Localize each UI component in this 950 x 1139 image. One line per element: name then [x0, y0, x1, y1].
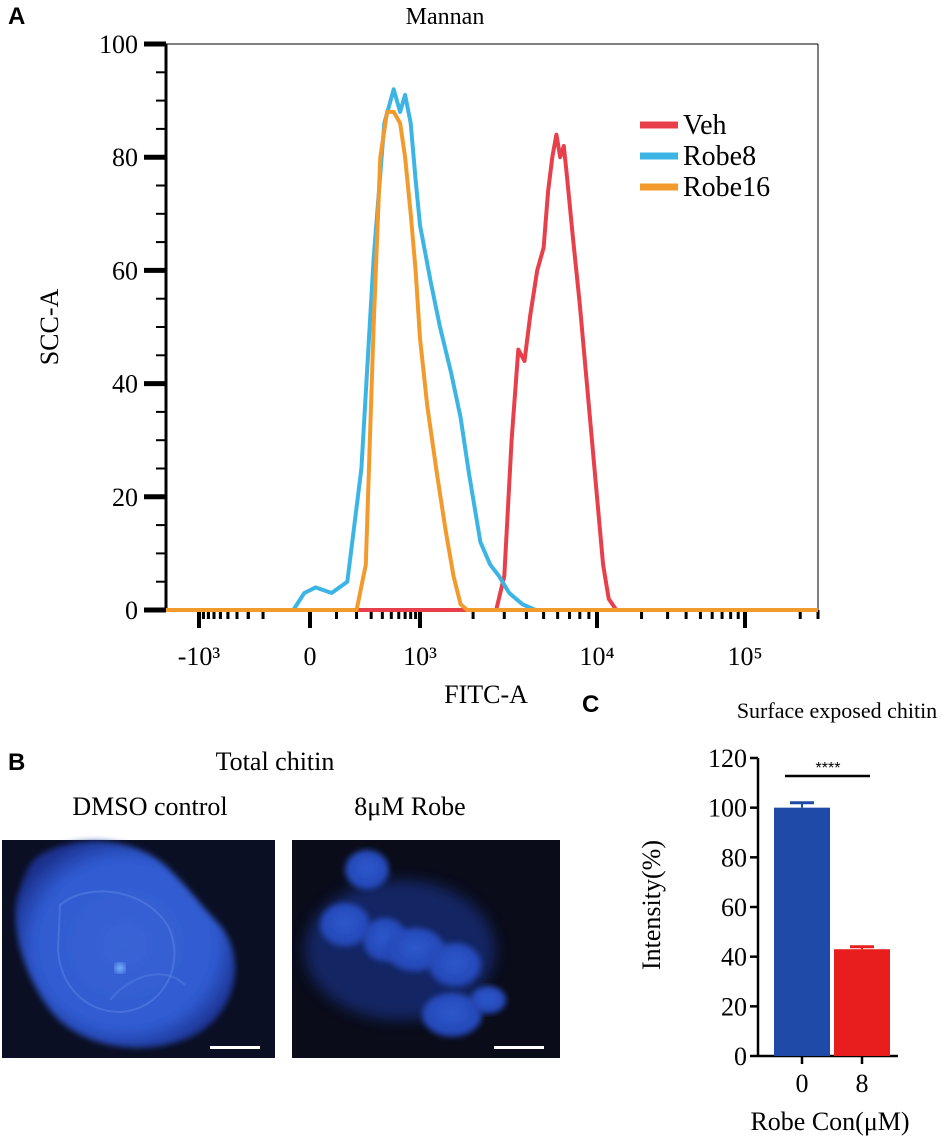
- chart-c-y-tick-label: 40: [721, 943, 747, 972]
- scale-bar-left: [210, 1046, 260, 1049]
- chart-c-bars: [774, 801, 890, 1056]
- chart-a-x-label: FITC-A: [444, 680, 528, 709]
- chart-a-x-axis: -10³ 0 10³ 10⁴ 10⁵: [178, 610, 820, 671]
- chart-a-y-tick-label: 60: [112, 256, 138, 285]
- scale-bar-right: [494, 1046, 544, 1049]
- chart-a-x-tick-label: 10³: [403, 642, 437, 671]
- chart-a-title: Mannan: [406, 4, 485, 30]
- chart-a-x-tick-label: 10⁵: [727, 642, 762, 671]
- panel-letter-a: A: [8, 3, 25, 30]
- series-robe8-line: [166, 87, 818, 612]
- chart-a-y-label: SCC-A: [35, 288, 64, 365]
- bar-robe-0: [774, 807, 830, 1056]
- series-veh-line: [166, 132, 818, 612]
- chart-c-y-tick-label: 60: [721, 893, 747, 922]
- legend-label-veh: Veh: [683, 110, 727, 141]
- chart-a-y-tick-label: 0: [125, 596, 138, 625]
- panel-letter-b: B: [8, 749, 25, 776]
- micrograph-8um-robe: [292, 840, 560, 1058]
- chart-c-y-tick-label: 20: [721, 992, 747, 1021]
- chart-c-y-label: Intensity(%): [637, 840, 666, 970]
- chart-c-y-axis: 0 20 40 60 80 100 120: [708, 744, 758, 1071]
- chart-a-x-tick-label: 0: [304, 642, 317, 671]
- chart-c-y-tick-label: 100: [708, 794, 747, 823]
- panel-b-title: Total chitin: [216, 747, 335, 776]
- chart-a-x-tick-label: 10⁴: [579, 642, 614, 671]
- legend-label-robe16: Robe16: [683, 172, 770, 203]
- chart-c-title: Surface exposed chitin: [737, 698, 937, 723]
- series-robe16-line: [166, 109, 818, 612]
- micrograph-dmso-control: [2, 840, 275, 1058]
- panel-b-left-label: DMSO control: [72, 792, 227, 821]
- chart-c-x-tick-label: 0: [796, 1069, 809, 1098]
- legend-label-robe8: Robe8: [683, 141, 756, 172]
- panel-b-right-label: 8μM Robe: [354, 792, 465, 821]
- chart-a-x-tick-label: -10³: [178, 642, 221, 671]
- panel-letter-c: C: [582, 691, 599, 718]
- chart-a-y-tick-label: 40: [112, 370, 138, 399]
- chart-a-series-layer: [166, 87, 818, 612]
- chart-a-y-tick-label: 100: [99, 30, 138, 59]
- panel-b: Total chitin DMSO control 8μM Robe: [2, 747, 560, 1058]
- chart-c-y-tick-label: 0: [734, 1042, 747, 1071]
- chart-a-y-axis: 0 20 40 60 80 100: [99, 30, 166, 625]
- chart-c-significance: ****: [785, 760, 870, 778]
- significance-label: ****: [816, 760, 841, 777]
- chart-c-x-label: Robe Con(μM): [750, 1107, 909, 1136]
- chart-c-x-tick-label: 8: [856, 1069, 869, 1098]
- bar-robe-8: [834, 949, 890, 1056]
- chart-a-y-tick-label: 20: [112, 483, 138, 512]
- chart-c-y-tick-label: 120: [708, 744, 747, 773]
- chart-c-y-tick-label: 80: [721, 843, 747, 872]
- chart-a-y-tick-label: 80: [112, 143, 138, 172]
